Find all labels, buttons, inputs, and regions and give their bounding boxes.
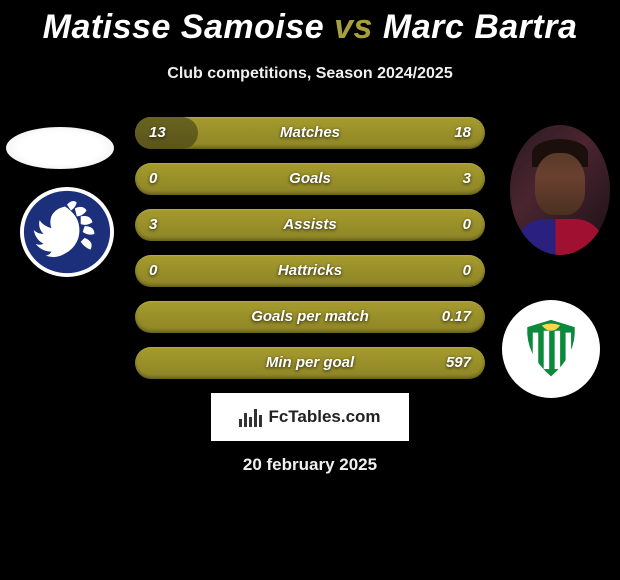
vs-label: vs (334, 8, 373, 46)
stat-value-right: 3 (463, 170, 471, 187)
watermark-text: FcTables.com (268, 407, 380, 427)
stat-value-right: 0.17 (442, 308, 471, 325)
page-title: Matisse Samoise vs Marc Bartra (0, 8, 620, 47)
stat-value-left: 0 (149, 262, 157, 279)
stat-value-left: 0 (149, 170, 157, 187)
stat-label: Goals (289, 170, 331, 187)
player1-club-logo (18, 185, 116, 279)
stat-label: Hattricks (278, 262, 342, 279)
stat-label: Min per goal (266, 354, 354, 371)
comparison-card: Matisse Samoise vs Marc Bartra Club comp… (0, 0, 620, 580)
stat-row: 0 Hattricks 0 (135, 255, 485, 287)
avatar-face (535, 153, 585, 215)
stat-row: 3 Assists 0 (135, 209, 485, 241)
stat-label: Assists (283, 216, 336, 233)
stat-value-right: 0 (463, 216, 471, 233)
stat-row: 13 Matches 18 (135, 117, 485, 149)
player1-avatar-placeholder (6, 127, 114, 169)
player2-avatar (510, 125, 610, 255)
stats-arena: 13 Matches 18 0 Goals 3 3 Assists 0 0 Hattricks 0 Go… (0, 117, 620, 379)
subtitle: Club competitions, Season 2024/2025 (0, 65, 620, 83)
stat-value-left: 3 (149, 216, 157, 233)
stat-fill-left (135, 117, 198, 149)
stat-value-right: 597 (446, 354, 471, 371)
avatar-shirt (515, 219, 605, 255)
watermark-bars-icon (239, 407, 262, 427)
stat-row: 0 Goals 3 (135, 163, 485, 195)
stat-value-left: 13 (149, 124, 166, 141)
stat-label: Goals per match (251, 308, 369, 325)
stat-label: Matches (280, 124, 340, 141)
stat-value-right: 18 (454, 124, 471, 141)
stat-row: Goals per match 0.17 (135, 301, 485, 333)
player2-club-logo (502, 300, 600, 398)
comparison-date: 20 february 2025 (0, 455, 620, 475)
stat-value-right: 0 (463, 262, 471, 279)
player1-name: Matisse Samoise (43, 8, 325, 46)
player2-name: Marc Bartra (383, 8, 577, 46)
stat-row: Min per goal 597 (135, 347, 485, 379)
watermark: FcTables.com (211, 393, 409, 441)
